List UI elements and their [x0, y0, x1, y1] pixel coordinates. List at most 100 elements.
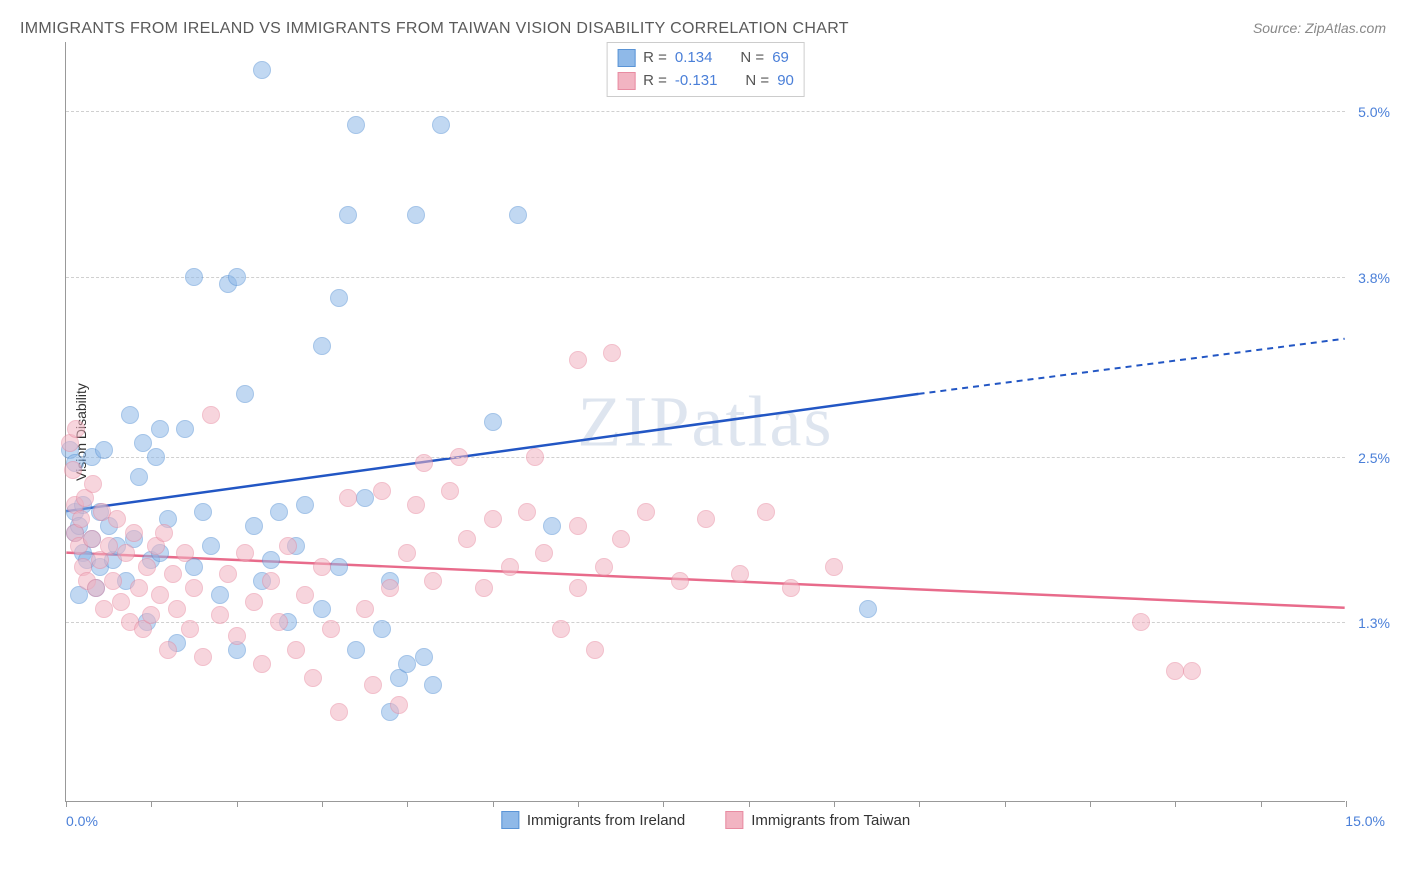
data-point [484, 413, 502, 431]
xtick [578, 801, 579, 807]
ytick-label: 1.3% [1358, 615, 1390, 631]
data-point [176, 420, 194, 438]
data-point [347, 641, 365, 659]
data-point [825, 558, 843, 576]
data-point [364, 676, 382, 694]
data-point [450, 448, 468, 466]
data-point [509, 206, 527, 224]
data-point [181, 620, 199, 638]
xtick [834, 801, 835, 807]
data-point [407, 206, 425, 224]
n-value-taiwan: 90 [777, 70, 794, 93]
data-point [228, 268, 246, 286]
data-point [535, 544, 553, 562]
data-point [595, 558, 613, 576]
data-point [1132, 613, 1150, 631]
data-point [304, 669, 322, 687]
data-point [87, 579, 105, 597]
data-point [67, 420, 85, 438]
legend-row-ireland: R = 0.134 N = 69 [617, 47, 794, 70]
data-point [424, 572, 442, 590]
data-point [151, 420, 169, 438]
data-point [330, 558, 348, 576]
data-point [262, 572, 280, 590]
xtick [1346, 801, 1347, 807]
xtick [322, 801, 323, 807]
data-point [407, 496, 425, 514]
chart-title: IMMIGRANTS FROM IRELAND VS IMMIGRANTS FR… [20, 20, 849, 38]
data-point [194, 648, 212, 666]
data-point [95, 441, 113, 459]
data-point [296, 496, 314, 514]
data-point [185, 268, 203, 286]
xtick [1261, 801, 1262, 807]
data-point [697, 510, 715, 528]
data-point [313, 558, 331, 576]
data-point [782, 579, 800, 597]
r-label: R = [643, 70, 667, 93]
xtick [1090, 801, 1091, 807]
swatch-ireland [501, 811, 519, 829]
correlation-legend: R = 0.134 N = 69 R = -0.131 N = 90 [606, 42, 805, 97]
xtick [1005, 801, 1006, 807]
data-point [236, 385, 254, 403]
data-point [202, 406, 220, 424]
data-point [130, 468, 148, 486]
data-point [569, 517, 587, 535]
swatch-taiwan [725, 811, 743, 829]
data-point [228, 627, 246, 645]
data-point [859, 600, 877, 618]
data-point [138, 558, 156, 576]
data-point [552, 620, 570, 638]
r-label: R = [643, 47, 667, 70]
data-point [603, 344, 621, 362]
data-point [121, 406, 139, 424]
gridline: 5.0% [66, 111, 1345, 112]
scatter-plot: ZIPatlas R = 0.134 N = 69 R = -0.131 N =… [65, 42, 1345, 802]
data-point [501, 558, 519, 576]
legend-item-ireland: Immigrants from Ireland [501, 811, 685, 829]
data-point [100, 537, 118, 555]
data-point [731, 565, 749, 583]
data-point [441, 482, 459, 500]
data-point [202, 537, 220, 555]
data-point [155, 524, 173, 542]
data-point [484, 510, 502, 528]
data-point [253, 61, 271, 79]
data-point [330, 703, 348, 721]
data-point [262, 551, 280, 569]
legend-row-taiwan: R = -0.131 N = 90 [617, 70, 794, 93]
data-point [671, 572, 689, 590]
data-point [543, 517, 561, 535]
data-point [164, 565, 182, 583]
data-point [245, 593, 263, 611]
data-point [287, 641, 305, 659]
data-point [83, 530, 101, 548]
data-point [108, 510, 126, 528]
data-point [270, 613, 288, 631]
watermark: ZIPatlas [578, 380, 834, 463]
data-point [373, 620, 391, 638]
n-value-ireland: 69 [772, 47, 789, 70]
data-point [526, 448, 544, 466]
data-point [112, 593, 130, 611]
data-point [245, 517, 263, 535]
data-point [125, 524, 143, 542]
data-point [475, 579, 493, 597]
data-point [518, 503, 536, 521]
data-point [339, 489, 357, 507]
data-point [424, 676, 442, 694]
data-point [398, 655, 416, 673]
data-point [373, 482, 391, 500]
data-point [569, 351, 587, 369]
data-point [168, 600, 186, 618]
data-point [586, 641, 604, 659]
data-point [356, 600, 374, 618]
xaxis-min: 0.0% [66, 813, 98, 829]
data-point [270, 503, 288, 521]
swatch-taiwan [617, 72, 635, 90]
data-point [117, 544, 135, 562]
xtick [663, 801, 664, 807]
data-point [64, 461, 82, 479]
data-point [159, 641, 177, 659]
